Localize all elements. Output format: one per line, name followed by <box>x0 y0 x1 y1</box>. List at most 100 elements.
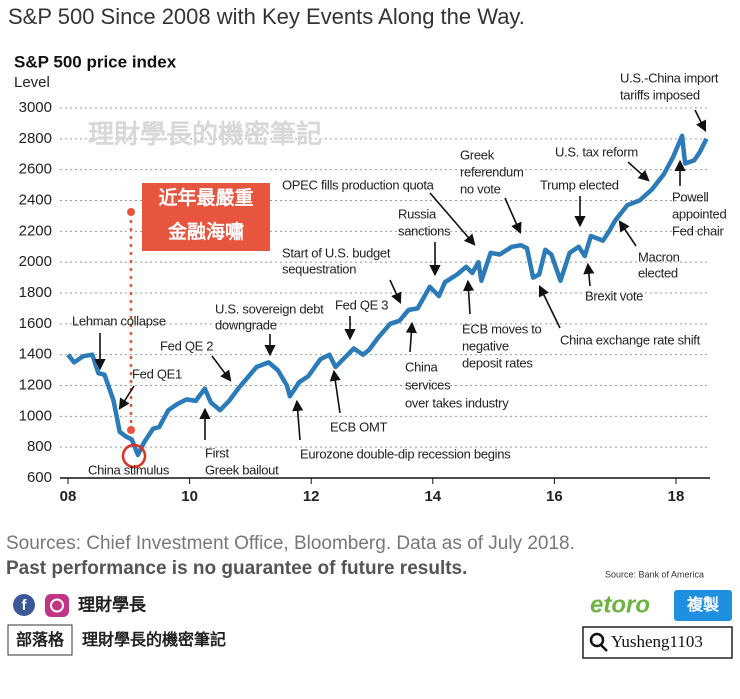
x-tick-label: 18 <box>668 488 685 505</box>
price-line <box>66 133 709 458</box>
annotation: China exchange rate shift <box>560 332 701 347</box>
annotation: Macron <box>638 249 680 264</box>
annotation: services <box>405 377 451 392</box>
annotation: U.S.-China import <box>620 70 719 85</box>
instagram-glyph <box>50 598 64 613</box>
annotation: tariffs imposed <box>620 87 700 102</box>
annotation-arrow <box>292 399 304 441</box>
annotation-arrow <box>405 321 417 353</box>
annotation: Start of U.S. budget <box>282 245 391 260</box>
annotation: Greek <box>460 147 495 162</box>
chart-subtitle: S&P 500 price index <box>14 52 177 71</box>
highlight-circle <box>121 443 147 469</box>
annotation: First <box>205 445 229 460</box>
highlight-dot <box>127 208 135 216</box>
y-tick-label: 2400 <box>19 191 52 208</box>
annotation: sequestration <box>282 261 356 276</box>
copy-button-label[interactable]: 複製 <box>686 595 719 614</box>
annotation: Eurozone double-dip recession begins <box>300 446 511 461</box>
y-tick-label: 600 <box>27 469 52 486</box>
x-tick-label: 16 <box>546 488 563 505</box>
facebook-icon[interactable] <box>13 594 35 616</box>
instagram-icon[interactable] <box>45 594 69 617</box>
x-tick-label: 08 <box>60 488 77 505</box>
annotation-arrow <box>429 192 476 246</box>
user-id: Yusheng1103 <box>611 632 703 651</box>
y-tick-label: 2600 <box>19 161 52 178</box>
highlight-text: 近年最嚴重 <box>158 186 253 209</box>
y-tick-label: 2000 <box>19 253 52 270</box>
annotation: elected <box>638 265 678 280</box>
annotation-arrow <box>118 385 135 410</box>
chart-title: S&P 500 Since 2008 with Key Events Along… <box>8 4 525 29</box>
annotation: Fed chair <box>672 223 724 238</box>
y-tick-label: 1800 <box>19 284 52 301</box>
annotation: U.S. tax reform <box>555 144 638 159</box>
annotation-arrow <box>211 355 232 382</box>
annotation-arrow <box>694 109 707 133</box>
annotation: ECB moves to <box>462 321 542 336</box>
etoro-logo[interactable]: etoro <box>590 591 650 618</box>
disclaimer: Past performance is no guarantee of futu… <box>6 558 467 579</box>
annotation: Trump elected <box>540 177 619 192</box>
annotation: downgrade <box>215 317 277 332</box>
x-tick-label: 12 <box>303 488 320 505</box>
annotation: ECB OMT <box>330 419 387 434</box>
y-tick-label: 1400 <box>19 346 52 363</box>
search-icon <box>589 632 605 648</box>
y-tick-label: 3000 <box>19 99 52 116</box>
search-icon <box>600 644 608 652</box>
copy-button[interactable] <box>674 590 732 621</box>
y-tick-label: 800 <box>27 438 52 455</box>
annotation-arrow <box>389 279 402 305</box>
annotation: China <box>405 359 439 374</box>
sources: Sources: Chief Investment Office, Bloomb… <box>6 533 575 554</box>
highlight-box <box>142 183 270 251</box>
highlight-text: 金融海嘯 <box>167 220 244 243</box>
annotation-arrow <box>504 197 522 235</box>
annotation: over takes industry <box>405 395 509 410</box>
annotation-arrow <box>618 220 637 247</box>
y-tick-label: 2800 <box>19 130 52 147</box>
annotation: Brexit vote <box>585 288 643 303</box>
y-axis-label: Level <box>14 74 50 91</box>
highlight-dot <box>127 426 135 434</box>
annotation: China stimulus <box>88 462 170 477</box>
annotation-arrow <box>627 161 650 182</box>
annotation: appointed <box>672 206 726 221</box>
annotation: Greek bailout <box>205 462 279 477</box>
annotation-arrow <box>329 369 341 414</box>
blog-tag-box <box>7 624 73 656</box>
blog-tag: 部落格 <box>16 630 65 649</box>
x-tick-label: 10 <box>181 488 198 505</box>
annotation-arrow <box>583 262 595 287</box>
y-tick-label: 1000 <box>19 407 52 424</box>
annotation: no vote <box>460 181 501 196</box>
annotation: OPEC fills production quota <box>282 177 435 192</box>
annotation: deposit rates <box>462 355 533 370</box>
x-tick-label: 14 <box>424 488 441 505</box>
plot-area: 600 800 1000 1200 1400 1600 1800 2000 2200 2400 26… <box>19 99 710 505</box>
brand-name: 理財學長 <box>78 594 147 614</box>
annotation: Lehman collapse <box>72 313 166 328</box>
annotation: Powell <box>672 189 709 204</box>
annotation: Fed QE 3 <box>335 297 388 312</box>
annotation: negative <box>462 338 509 353</box>
annotation: Fed QE 2 <box>160 338 213 353</box>
annotation-arrow <box>462 279 475 315</box>
y-tick-label: 1200 <box>19 376 52 393</box>
y-tick-label: 2200 <box>19 222 52 239</box>
search-box[interactable] <box>582 626 733 659</box>
annotation: Russia <box>398 206 437 221</box>
annotation-arrow <box>538 284 561 329</box>
annotation: referendum <box>460 164 523 179</box>
annotation: U.S. sovereign debt <box>215 301 324 316</box>
watermark: 理財學長的機密筆記 <box>88 119 322 149</box>
blog-name: 理財學長的機密筆記 <box>82 630 226 649</box>
source-note: Source: Bank of America <box>605 569 704 579</box>
y-tick-label: 1600 <box>19 315 52 332</box>
annotation: Fed QE1 <box>132 366 182 381</box>
annotation: sanctions <box>398 223 451 238</box>
facebook-glyph: f <box>22 597 28 614</box>
